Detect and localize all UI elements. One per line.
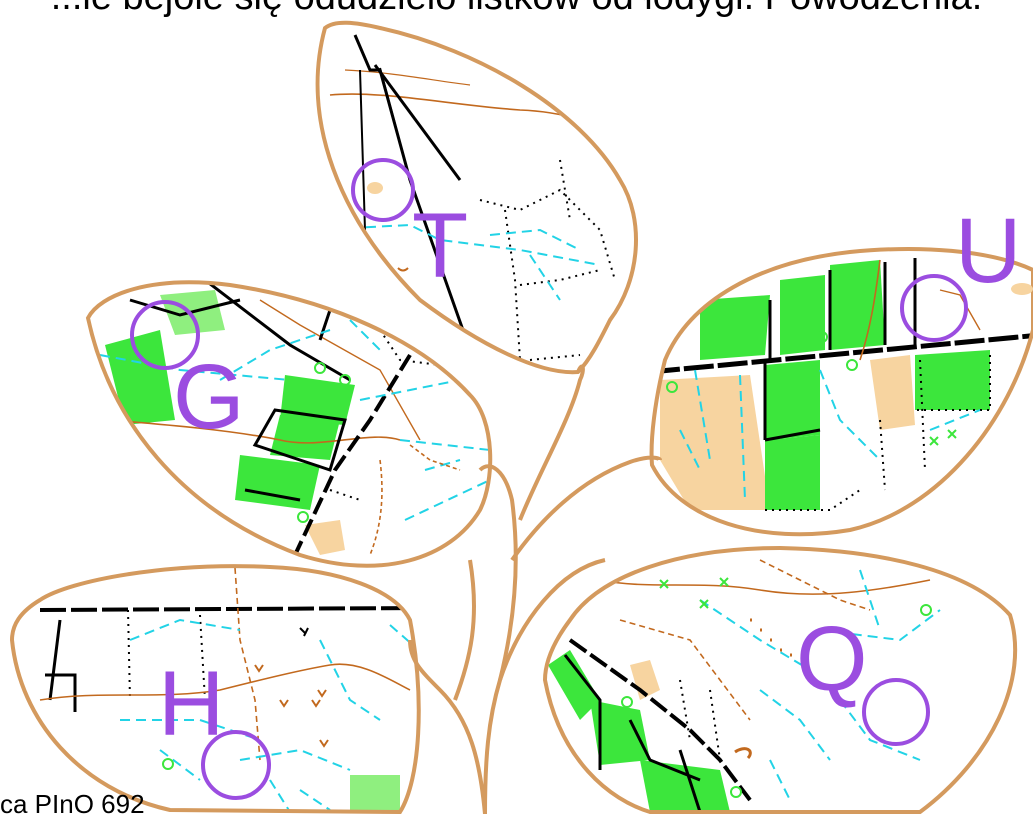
map-credit: ca PInO 692 <box>0 789 145 819</box>
leaf-q[interactable]: Q <box>540 540 1020 814</box>
leaf-label-t: T <box>412 195 468 297</box>
control-circle-u <box>900 274 968 342</box>
leaf-u[interactable]: U <box>640 200 1033 550</box>
leaf-label-q: Q <box>796 608 868 710</box>
leaf-h[interactable]: H <box>0 560 440 814</box>
control-circle-t <box>351 158 415 222</box>
control-circle-g <box>130 300 200 370</box>
stem <box>408 364 662 814</box>
page-caption: ...ie bejole się odudzielo listków od ło… <box>0 0 1033 19</box>
leaf-label-g: G <box>173 346 245 448</box>
control-circle-h <box>201 730 271 800</box>
leaf-g[interactable]: G <box>80 270 500 570</box>
leaf-label-h: H <box>158 653 224 755</box>
leaf-label-u: U <box>955 200 1021 302</box>
control-circle-q <box>862 678 930 746</box>
